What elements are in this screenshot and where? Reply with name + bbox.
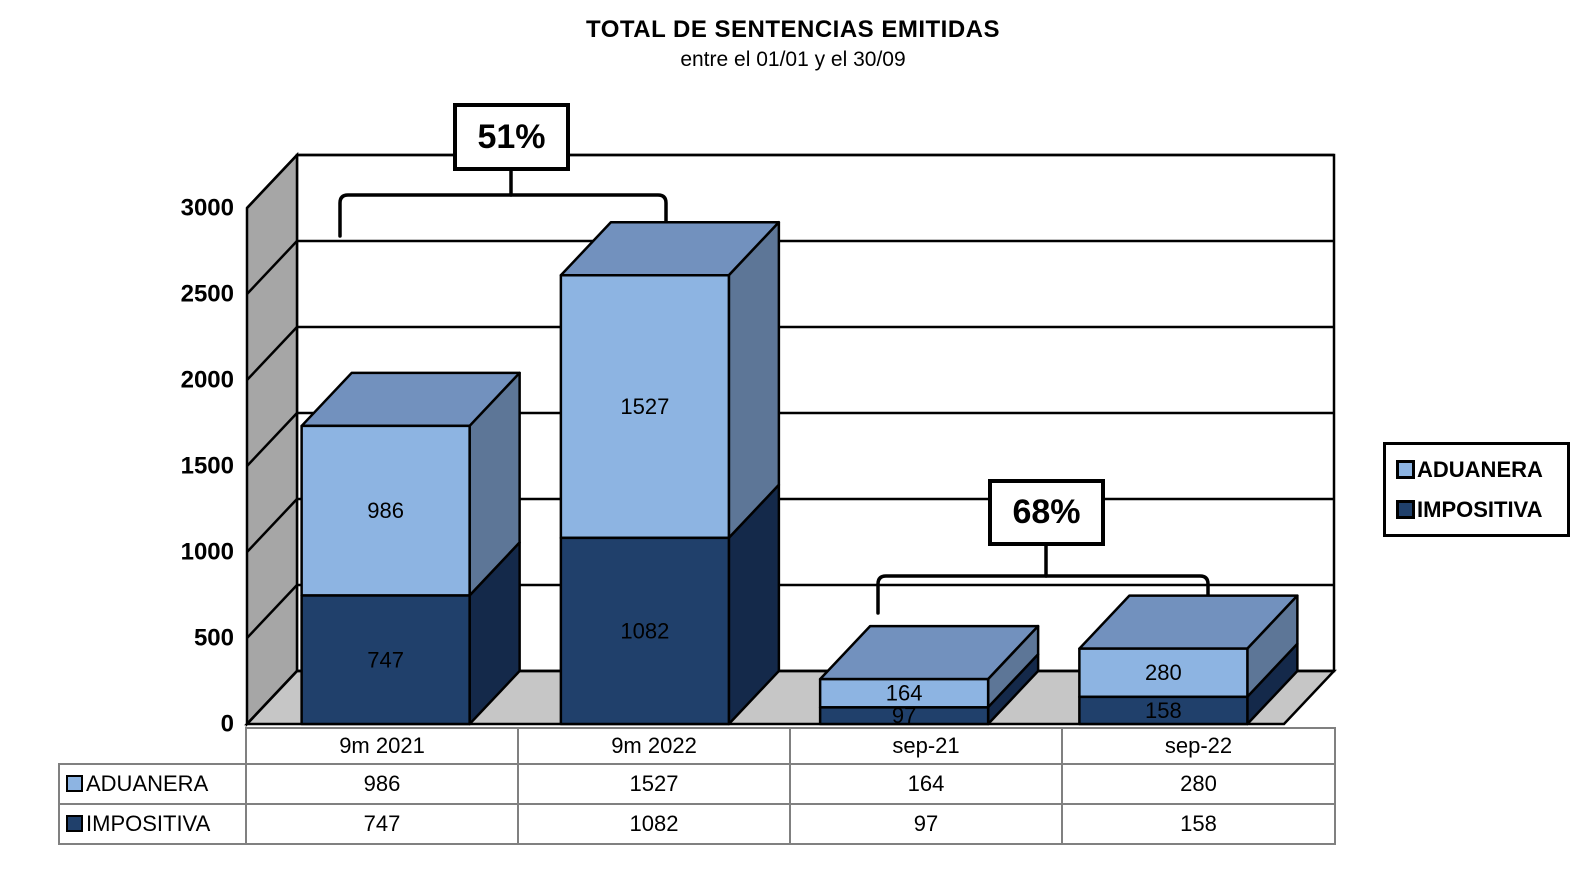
bar-segment-aduanera (559, 274, 731, 540)
side-wall-tick-line (246, 326, 298, 381)
bar-side-face-aduanera (727, 221, 781, 540)
y-tick-label: 2500 (181, 281, 234, 308)
legend-item-aduanera: ADUANERA (1396, 457, 1567, 483)
value-cell: 164 (789, 763, 1063, 805)
bar-segment-aduanera (300, 424, 471, 597)
legend-label-aduanera: ADUANERA (1417, 456, 1543, 482)
bar-segment-impositiva (559, 536, 731, 726)
y-tick-label: 3000 (181, 195, 234, 222)
series-label-cell: IMPOSITIVA (58, 803, 247, 845)
bar-value-label: 747 (367, 647, 404, 672)
bar-value-label: 97 (892, 703, 916, 728)
callout-51-percent: 51% (453, 103, 570, 171)
y-tick-label: 1000 (181, 539, 234, 566)
category-header-cell: sep-21 (789, 727, 1063, 765)
bracket-68 (876, 574, 1210, 615)
side-wall-tick-line (246, 498, 298, 553)
value-cell: 280 (1061, 763, 1336, 805)
bar-segment-impositiva (818, 706, 990, 726)
bar-value-label: 158 (1145, 698, 1182, 723)
value-cell: 986 (245, 763, 519, 805)
impositiva-swatch-icon (1396, 500, 1415, 519)
bar-value-label: 280 (1145, 660, 1182, 685)
data-table: 9m 2021 9m 2022 sep-21 sep-22 ADUANERA 986 152… (58, 727, 1336, 845)
bar-segment-aduanera (818, 677, 990, 709)
bar-segment-impositiva (300, 594, 471, 726)
side-wall-tick-line (246, 670, 298, 725)
bars (300, 221, 1299, 726)
legend-item-impositiva: IMPOSITIVA (1396, 497, 1567, 523)
legend-label-impositiva: IMPOSITIVA (1417, 496, 1543, 522)
value-cell: 1527 (517, 763, 791, 805)
aduanera-swatch-icon (1396, 460, 1415, 479)
chart-subtitle: entre el 01/01 y el 30/09 (680, 48, 906, 71)
series-label: IMPOSITIVA (86, 811, 211, 836)
bar-segment-impositiva (1078, 695, 1249, 726)
side-wall-tick-line (246, 584, 298, 639)
value-cell: 158 (1061, 803, 1336, 845)
bracket-51 (338, 193, 668, 260)
aduanera-swatch-icon (66, 775, 83, 792)
y-tick-label: 0 (221, 711, 234, 738)
series-label-cell: ADUANERA (58, 763, 247, 805)
callout-68-percent: 68% (988, 479, 1105, 546)
category-header-cell: 9m 2021 (245, 727, 519, 765)
value-cell: 97 (789, 803, 1063, 845)
bar-value-label: 1082 (620, 618, 669, 643)
side-wall-tick-line (246, 412, 298, 467)
annotation-brackets (338, 168, 1210, 615)
y-tick-label: 2000 (181, 367, 234, 394)
table-corner-cell (59, 728, 246, 764)
side-wall-tick-line (246, 154, 298, 209)
y-axis-labels: 0 500 1000 1500 2000 2500 3000 (181, 195, 234, 738)
bar-value-label: 986 (367, 498, 404, 523)
legend: ADUANERA IMPOSITIVA (1383, 442, 1570, 537)
chart-title: TOTAL DE SENTENCIAS EMITIDAS (585, 16, 1001, 43)
series-label: ADUANERA (86, 771, 209, 796)
y-tick-label: 1500 (181, 453, 234, 480)
category-header-cell: 9m 2022 (517, 727, 791, 765)
value-cell: 747 (245, 803, 519, 845)
impositiva-swatch-icon (66, 815, 83, 832)
side-wall-tick-line (246, 240, 298, 295)
value-cell: 1082 (517, 803, 791, 845)
bar-value-label: 1527 (620, 394, 669, 419)
y-tick-label: 500 (194, 625, 234, 652)
bar-value-label: 164 (886, 681, 923, 706)
category-header-cell: sep-22 (1061, 727, 1336, 765)
